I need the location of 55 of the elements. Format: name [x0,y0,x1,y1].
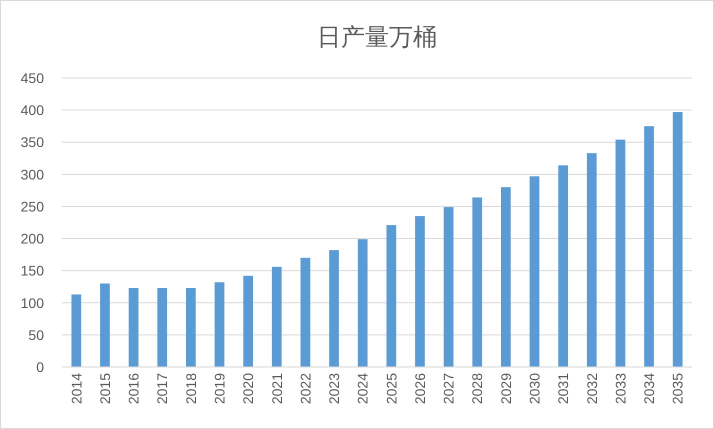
bar [214,282,224,367]
x-tick-label: 2018 [182,372,199,404]
bar [444,207,454,367]
bar [128,288,138,367]
y-tick-label: 350 [20,134,44,150]
x-tick-label: 2022 [297,372,314,404]
bar [672,112,683,367]
bar [616,140,626,367]
bar [415,216,425,367]
bar [100,284,110,367]
x-tick-label: 2017 [154,372,170,404]
bar [558,165,568,367]
bar [300,258,310,367]
x-tick-label: 2030 [526,372,542,404]
x-tick-label: 2021 [268,372,285,404]
x-tick-label: 2032 [584,372,600,404]
bar [644,126,654,367]
x-tick-label: 2035 [670,372,686,404]
x-tick-label: 2031 [555,372,572,404]
bar [472,197,482,367]
x-tick-label: 2034 [641,372,658,404]
bar [186,288,196,367]
y-tick-label: 300 [20,166,44,182]
y-tick-label: 150 [20,262,44,279]
bar [500,187,511,367]
y-tick-label: 100 [20,294,44,311]
bar [386,225,396,367]
bar [157,288,168,367]
x-tick-label: 2027 [440,372,457,404]
y-tick-label: 400 [20,102,44,118]
x-tick-label: 2029 [498,372,514,404]
bar [530,176,540,367]
bar [358,239,368,367]
x-tick-label: 2033 [612,372,628,404]
bar [243,276,254,367]
x-tick-label: 2015 [96,372,113,404]
bar [272,266,282,367]
x-tick-label: 2020 [240,372,256,404]
bar [71,294,82,367]
y-tick-label: 250 [20,198,44,214]
x-tick-label: 2016 [126,372,142,404]
bar [586,153,597,367]
y-tick-label: 50 [28,326,44,343]
x-tick-label: 2025 [383,372,400,404]
x-tick-label: 2014 [68,372,84,404]
y-tick-label: 0 [36,359,44,375]
bar [329,250,339,367]
x-tick-label: 2028 [469,372,486,404]
x-tick-label: 2023 [326,372,342,404]
x-tick-label: 2019 [212,372,228,404]
x-tick-label: 2026 [412,372,428,404]
chart-title: 日产量万桶 [317,24,437,51]
x-tick-label: 2024 [354,372,371,404]
y-tick-label: 450 [20,70,44,86]
y-tick-label: 200 [20,230,44,247]
